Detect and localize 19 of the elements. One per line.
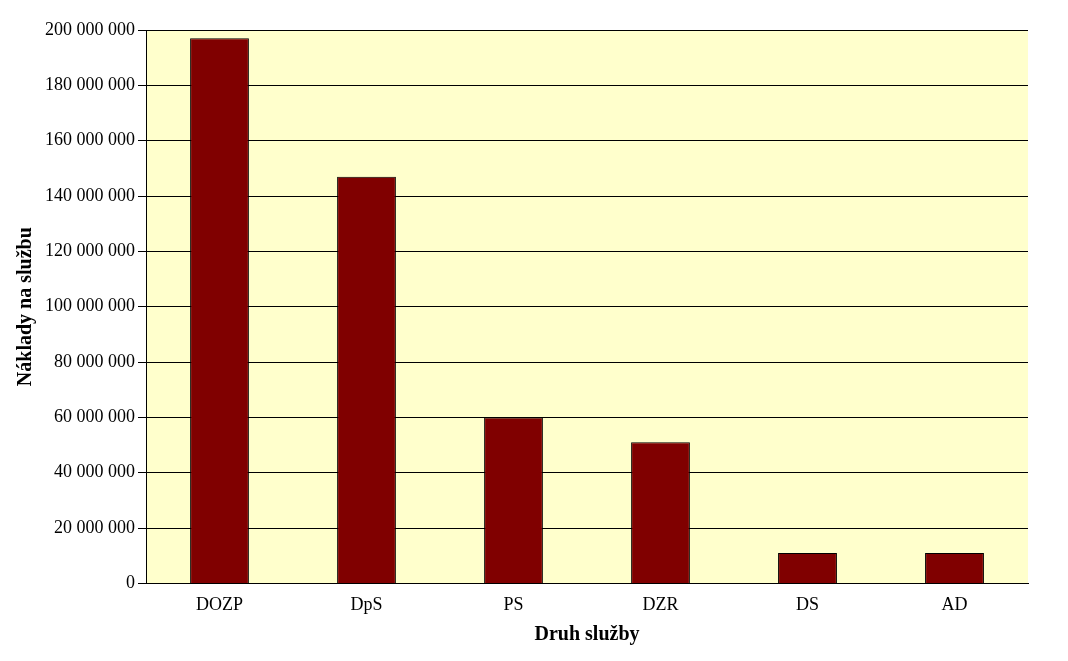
x-tick-label: DpS [350,593,383,614]
x-tick-label: DOZP [195,593,244,614]
y-tick-label: 120 000 000 [45,240,135,261]
x-tick-label: PS [503,593,524,614]
y-tick-label: 40 000 000 [54,461,135,482]
x-tick-label: DS [795,593,820,614]
y-tick-label: 160 000 000 [45,129,135,150]
y-tick-label: 20 000 000 [54,516,135,537]
y-tick-label: 140 000 000 [45,184,135,205]
y-tick-label: 100 000 000 [45,295,135,316]
y-tick-label: 80 000 000 [54,350,135,371]
x-axis-title: Druh služby [534,622,640,646]
y-tick-label: 200 000 000 [45,18,135,39]
x-tick-label: DZR [642,593,679,614]
x-tick-label: AD [941,593,968,614]
y-tick-label: 0 [126,572,135,593]
y-tick-label: 60 000 000 [54,406,135,427]
y-tick-label: 180 000 000 [45,74,135,95]
y-axis-title: Náklady na službu [13,227,37,387]
